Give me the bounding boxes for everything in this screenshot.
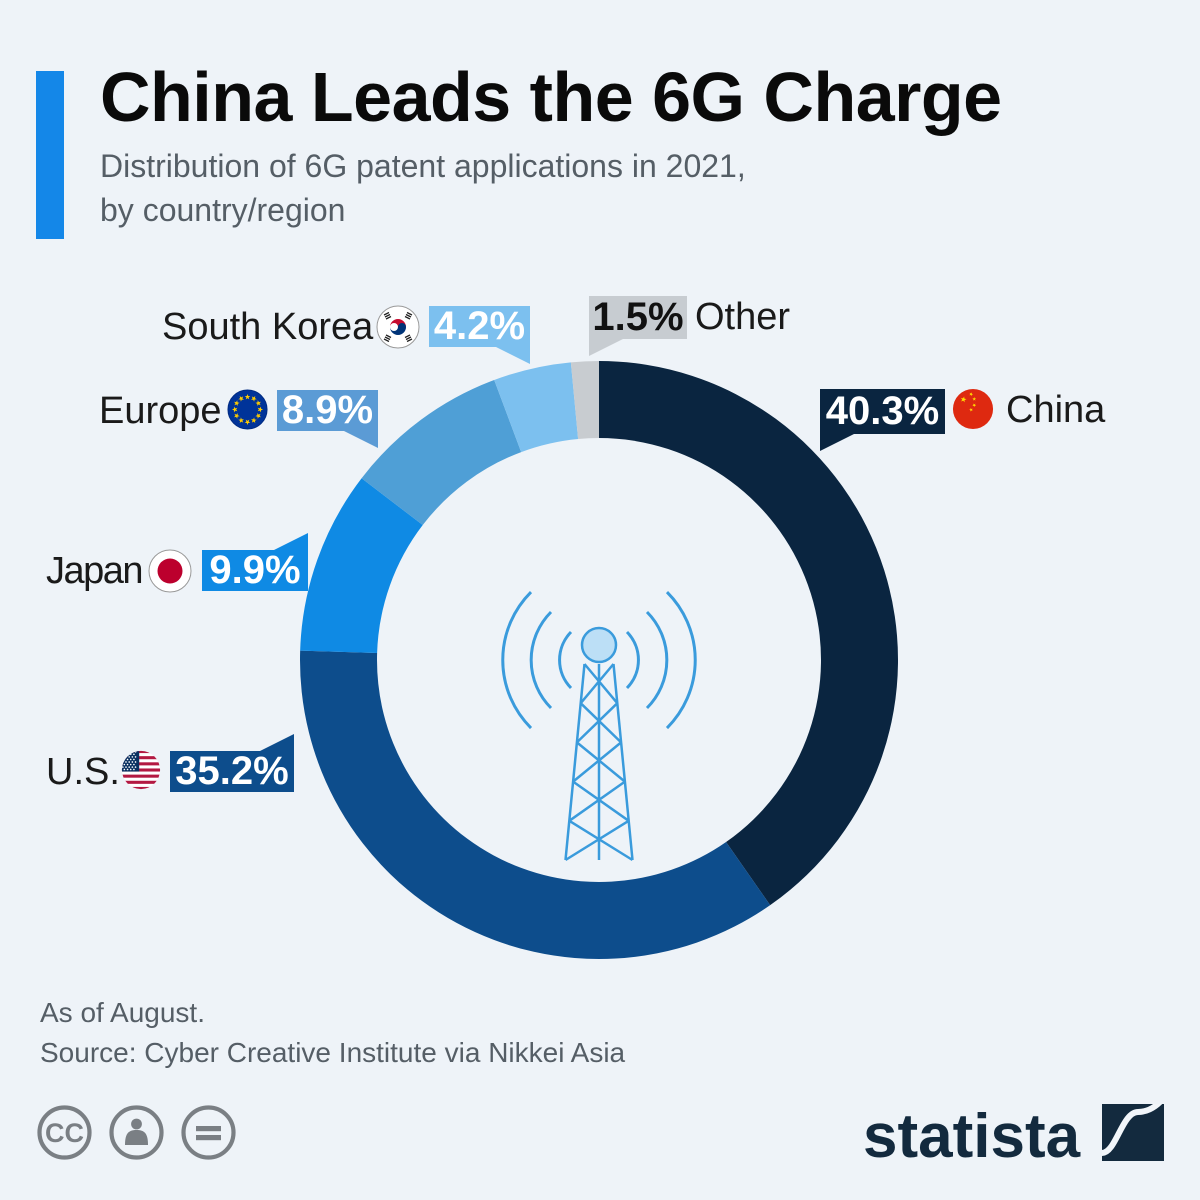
svg-text:CC: CC — [45, 1118, 84, 1148]
